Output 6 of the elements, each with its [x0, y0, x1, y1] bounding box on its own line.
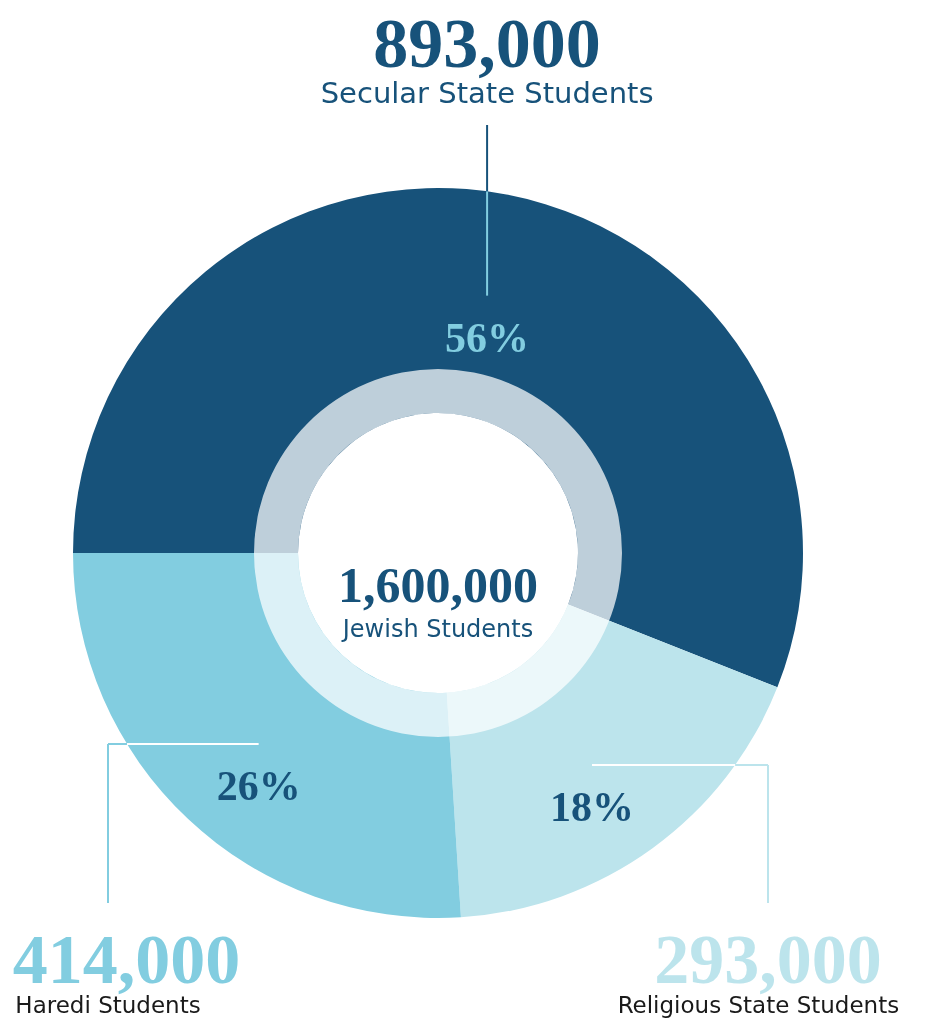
- text: Jewish Students: [340, 615, 534, 643]
- data-label: 56%: [445, 314, 530, 361]
- text: 893,000: [373, 5, 601, 82]
- data-label: 18%: [550, 783, 634, 830]
- text: 1,600,000: [338, 557, 538, 613]
- data-label: 26%: [216, 762, 301, 809]
